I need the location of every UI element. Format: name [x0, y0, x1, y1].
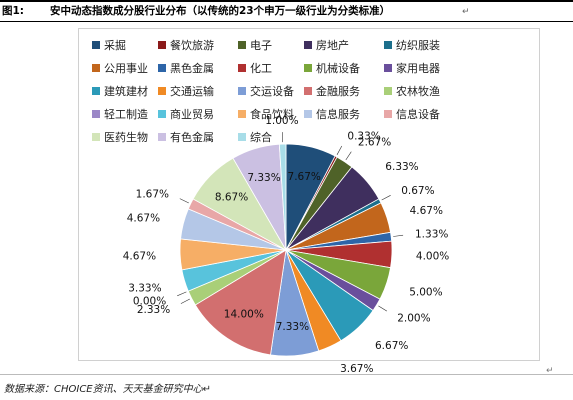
legend-item-2-swatch — [238, 41, 246, 49]
legend-item-4-swatch — [384, 41, 392, 49]
legend-item-6-swatch — [158, 64, 166, 72]
data-label-5: 4.67% — [410, 205, 443, 217]
legend-item-19-label: 信息设备 — [396, 107, 440, 121]
leader-line-15 — [177, 291, 187, 297]
pie-slice-22 — [278, 143, 287, 251]
leader-line-4 — [381, 195, 391, 201]
legend-item-18-label: 信息服务 — [316, 107, 360, 121]
data-label-22: 1.00% — [265, 115, 298, 127]
legend-item-7-swatch — [238, 64, 246, 72]
leader-line-1 — [336, 145, 343, 155]
legend-item-10-label: 建筑建材 — [104, 84, 148, 98]
data-label-19: 1.67% — [136, 188, 169, 200]
data-label-8: 5.00% — [409, 287, 442, 299]
data-label-16: 3.33% — [128, 283, 161, 295]
legend-item-0-label: 采掘 — [104, 38, 126, 52]
data-label-3: 6.33% — [385, 161, 418, 173]
legend-item-10-swatch — [92, 87, 100, 95]
legend-item-1-label: 餐饮旅游 — [170, 38, 214, 52]
legend-item-9-label: 家用电器 — [396, 61, 440, 75]
source-note: 数据来源：CHOICE资讯、天天基金研究中心↵ — [4, 384, 212, 395]
data-label-6: 1.33% — [415, 229, 448, 241]
legend-item-4-label: 纺织服装 — [396, 38, 440, 52]
legend-item-17-label: 食品饮料 — [250, 107, 294, 121]
legend-item-3-swatch — [304, 41, 312, 49]
data-label-12: 7.33% — [276, 321, 309, 333]
legend-item-1-swatch — [158, 41, 166, 49]
legend-item-5-swatch — [92, 64, 100, 72]
legend-item-11-label: 交通运输 — [170, 84, 214, 98]
leader-line-19 — [179, 198, 189, 204]
legend-item-15-swatch — [92, 110, 100, 118]
legend-item-0-swatch — [92, 41, 100, 49]
leader-line-9 — [378, 305, 388, 312]
figure-title-row: 图1: 安中动态指数成分股行业分布（以传统的23个申万一级行业为分类标准） ↵ — [0, 3, 573, 19]
legend-item-13-swatch — [304, 87, 312, 95]
legend-item-21-swatch — [158, 133, 166, 141]
data-label-9: 2.00% — [397, 312, 430, 324]
pie-slice-13 — [194, 249, 287, 356]
data-label-18: 4.67% — [127, 213, 160, 225]
legend-item-7-label: 化工 — [250, 61, 272, 75]
legend-item-16-label: 商业贸易 — [170, 107, 214, 121]
data-label-11: 3.67% — [340, 363, 373, 375]
pie-slices — [179, 143, 393, 357]
legend-item-3-label: 房地产 — [316, 38, 349, 52]
figure-label: 图1: — [2, 5, 25, 17]
bottom-rule — [0, 374, 573, 375]
data-label-14: 2.33% — [137, 304, 170, 316]
legend-item-20-swatch — [92, 133, 100, 141]
chart-frame — [78, 28, 540, 361]
legend-item-18-swatch — [304, 110, 312, 118]
data-label-2: 2.67% — [358, 137, 391, 149]
legend-item-17-swatch — [238, 110, 246, 118]
data-label-20: 8.67% — [215, 192, 248, 204]
leader-line-2 — [345, 151, 352, 161]
legend-item-2-label: 电子 — [250, 39, 272, 52]
legend-item-12-swatch — [238, 87, 246, 95]
legend-item-21-label: 有色金属 — [170, 130, 214, 144]
legend-item-8-label: 机械设备 — [316, 61, 360, 75]
figure-title: 安中动态指数成分股行业分布（以传统的23个申万一级行业为分类标准） — [50, 5, 391, 17]
end-mark: ↵ — [546, 366, 554, 376]
legend-item-15-label: 轻工制造 — [104, 107, 148, 121]
data-label-10: 6.67% — [375, 340, 408, 352]
legend-item-13-label: 金融服务 — [316, 84, 360, 98]
legend-item-11-swatch — [158, 87, 166, 95]
legend-item-5-label: 公用事业 — [104, 62, 148, 75]
data-label-13: 14.00% — [224, 309, 264, 321]
leader-line-14 — [180, 298, 190, 304]
data-label-15: 0.00% — [133, 295, 166, 307]
data-label-7: 4.00% — [416, 251, 449, 263]
title-rule — [0, 21, 573, 22]
leader-lines — [177, 132, 404, 312]
legend-item-12-label: 交运设备 — [250, 84, 294, 98]
data-label-4: 0.67% — [401, 185, 434, 197]
legend-item-22-label: 综合 — [250, 130, 272, 144]
data-label-21: 7.33% — [247, 172, 280, 184]
data-label-1: 0.33% — [347, 130, 380, 142]
legend-item-9-swatch — [384, 64, 392, 72]
paragraph-mark: ↵ — [462, 7, 470, 17]
legend-item-20-label: 医药生物 — [104, 130, 148, 144]
legend-item-16-swatch — [158, 110, 166, 118]
legend-item-6-label: 黑色金属 — [170, 61, 214, 75]
leader-line-6 — [393, 234, 404, 237]
legend-item-14-swatch — [384, 87, 392, 95]
data-label-17: 4.67% — [123, 251, 156, 263]
legend-item-8-swatch — [304, 64, 312, 72]
top-rule — [0, 0, 573, 2]
data-labels: 7.67% 0.33%2.67% 6.33% 0.67% 4.67% 1.33% 4.00%… — [123, 115, 450, 375]
legend-item-14-label: 农林牧渔 — [396, 84, 440, 98]
legend-item-22-swatch — [238, 133, 246, 141]
data-label-0: 7.67% — [288, 171, 321, 183]
legend-item-19-swatch — [384, 110, 392, 118]
